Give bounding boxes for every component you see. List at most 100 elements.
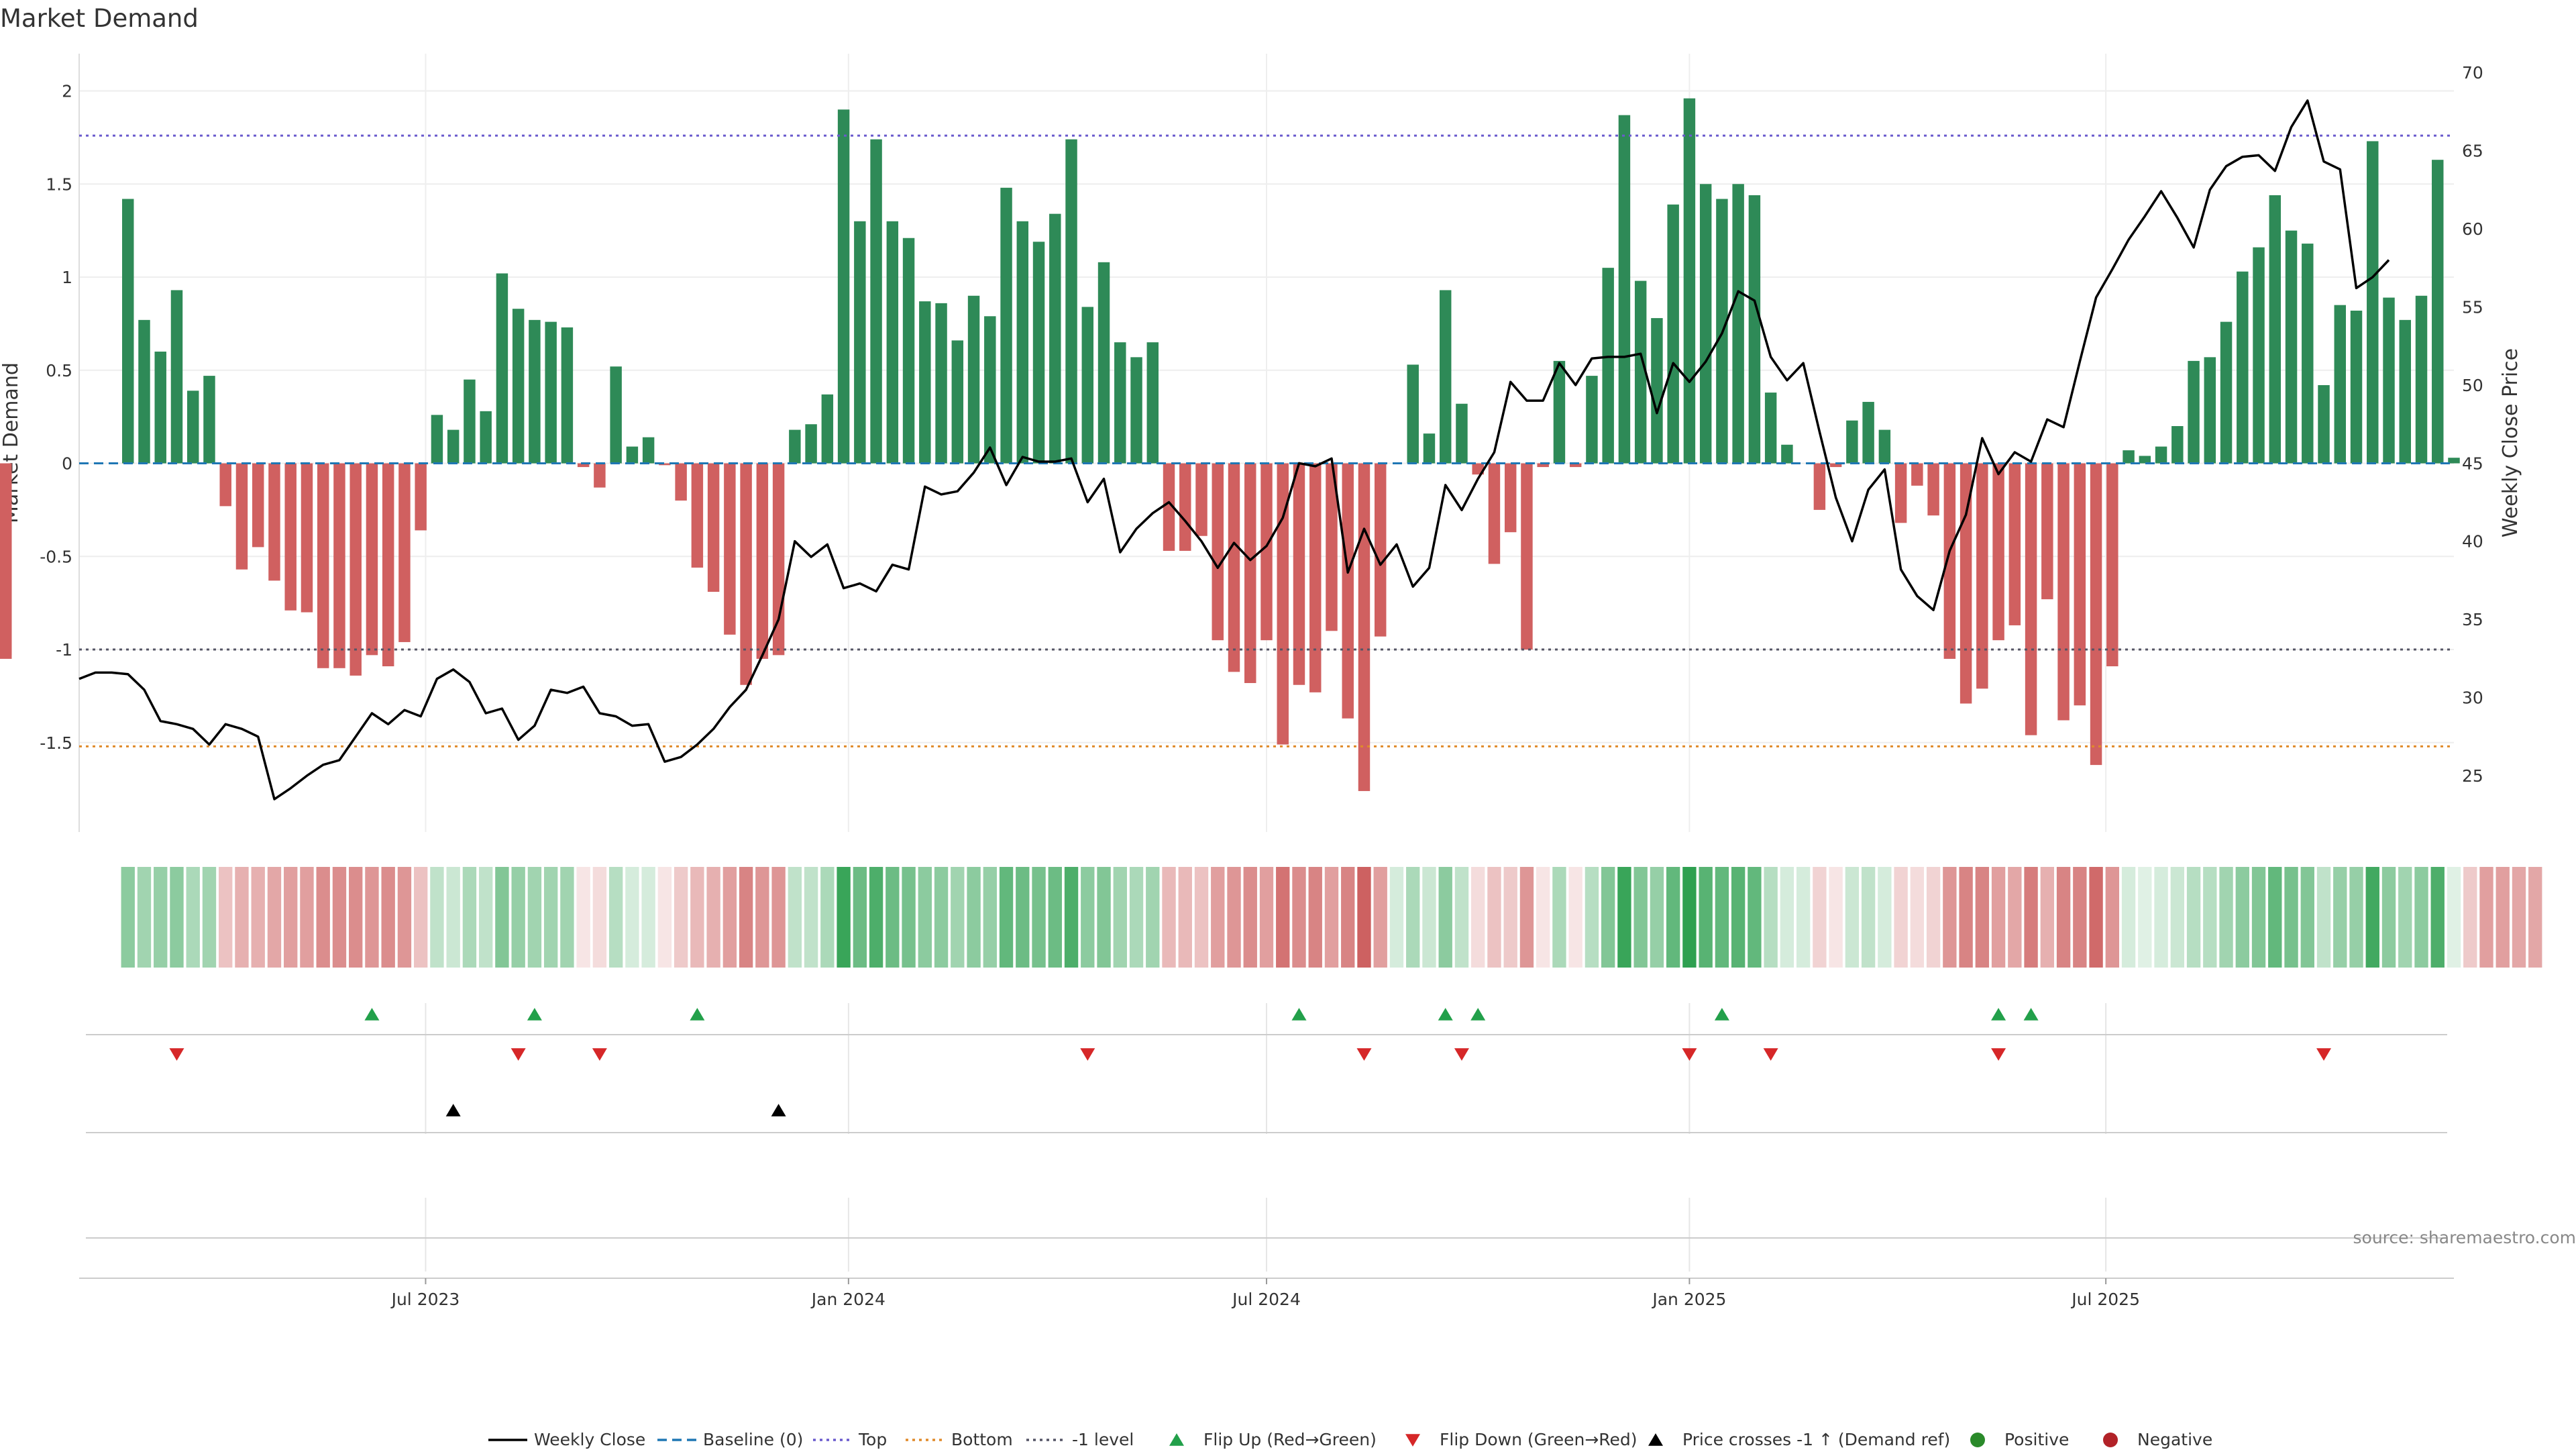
heat-cell: [333, 867, 346, 968]
legend-swatch: [1648, 1433, 1663, 1446]
heat-cell: [1260, 867, 1273, 968]
y-tick-label: 1.5: [46, 174, 72, 194]
demand-bar: [1228, 464, 1240, 672]
heat-cell: [706, 867, 720, 968]
heat-cell: [1422, 867, 1436, 968]
heat-cell: [430, 867, 443, 968]
heat-cell: [511, 867, 525, 968]
y-tick-label: 1: [62, 268, 72, 287]
demand-bar: [1521, 464, 1532, 650]
demand-bar: [1114, 342, 1126, 463]
y-tick-label: 0.5: [46, 361, 72, 380]
flip-up-marker: [1715, 1008, 1729, 1021]
heat-cell: [2122, 867, 2135, 968]
heat-cell: [2382, 867, 2396, 968]
demand-bar: [968, 296, 979, 464]
demand-bar: [1895, 464, 1907, 523]
y-tick-label: 2: [62, 82, 72, 101]
heat-cell: [2041, 867, 2054, 968]
heat-cell: [2512, 867, 2526, 968]
y2-tick-label: 50: [2462, 376, 2483, 395]
heat-cell: [1065, 867, 1078, 968]
demand-bar: [513, 309, 524, 463]
heat-cell: [755, 867, 769, 968]
y2-tick-label: 70: [2462, 63, 2483, 83]
heat-cell: [2301, 867, 2314, 968]
demand-bar: [1879, 430, 1890, 464]
heat-cell: [2447, 867, 2461, 968]
demand-bar: [1976, 464, 1988, 689]
demand-bar: [2009, 464, 2021, 625]
demand-bar: [155, 352, 166, 464]
demand-bar: [1505, 464, 1516, 533]
demand-bar: [1732, 184, 1743, 463]
heat-cell: [1162, 867, 1175, 968]
flip-down-marker: [1080, 1048, 1095, 1061]
demand-bar: [854, 221, 865, 464]
heat-cell: [2268, 867, 2282, 968]
heat-cell: [1911, 867, 1924, 968]
demand-bar: [2334, 305, 2346, 464]
demand-bar: [1212, 464, 1224, 641]
flip-up-marker: [690, 1008, 704, 1021]
heat-cell: [2284, 867, 2298, 968]
heat-cell: [1927, 867, 1940, 968]
heat-cell: [690, 867, 704, 968]
heat-cell: [1374, 867, 1387, 968]
demand-bar: [1749, 195, 1760, 464]
demand-bar: [301, 464, 313, 613]
heat-cell: [170, 867, 183, 968]
demand-bar: [2367, 141, 2378, 463]
heat-cell: [1520, 867, 1534, 968]
heat-cell: [1536, 867, 1550, 968]
heat-cell: [2496, 867, 2510, 968]
demand-bar: [1619, 115, 1630, 464]
heat-cell: [885, 867, 899, 968]
heat-cell: [1390, 867, 1403, 968]
demand-bar: [431, 415, 443, 463]
flip-up-marker: [1991, 1008, 2006, 1021]
heat-cell: [1146, 867, 1159, 968]
heat-cell: [1179, 867, 1192, 968]
demand-bar: [1700, 184, 1711, 463]
source-label: source: sharemaestro.com: [2353, 1228, 2576, 1247]
demand-bar: [122, 199, 133, 463]
demand-bar: [2432, 160, 2443, 463]
demand-bar: [919, 301, 930, 463]
flip-up-marker: [527, 1008, 542, 1021]
demand-bar: [1862, 402, 1874, 464]
demand-bar: [838, 109, 849, 463]
heat-cell: [1862, 867, 1875, 968]
flip-down-marker: [1764, 1048, 1778, 1061]
demand-bar: [675, 464, 686, 501]
heat-cell: [2057, 867, 2070, 968]
y2-axis-label: Weekly Close Price: [2499, 348, 2522, 537]
heat-cell: [2349, 867, 2363, 968]
legend-label: Positive: [2004, 1430, 2069, 1449]
heat-cell: [625, 867, 639, 968]
demand-bar: [1130, 357, 1142, 463]
demand-bar: [2090, 464, 2102, 766]
demand-bar: [2237, 272, 2248, 464]
demand-bar: [1260, 464, 1272, 641]
heat-cell: [1552, 867, 1566, 968]
heat-cell: [2203, 867, 2216, 968]
heat-cell: [2171, 867, 2184, 968]
demand-bar: [284, 464, 296, 611]
heat-cell: [2252, 867, 2265, 968]
heat-cell: [1309, 867, 1322, 968]
heat-cell: [138, 867, 151, 968]
demand-bar: [545, 322, 556, 464]
demand-bar: [1440, 290, 1451, 463]
demand-bar: [447, 430, 459, 464]
heat-cell: [382, 867, 395, 968]
y2-tick-label: 60: [2462, 219, 2483, 239]
demand-bar: [952, 340, 963, 463]
legend-swatch: [1169, 1433, 1184, 1446]
heat-cell: [2333, 867, 2347, 968]
legend-label: Baseline (0): [703, 1430, 803, 1449]
demand-bar: [236, 464, 248, 570]
heat-cell: [658, 867, 672, 968]
demand-bar: [789, 430, 800, 464]
